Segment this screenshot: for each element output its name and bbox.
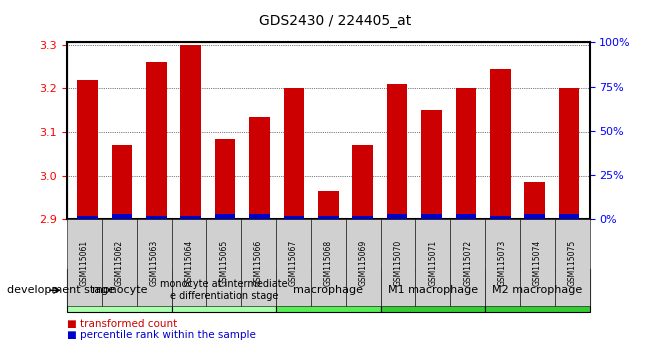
- Bar: [421, 110, 442, 219]
- Text: GSM115073: GSM115073: [498, 240, 507, 286]
- Bar: [387, 214, 407, 219]
- Text: GSM115066: GSM115066: [254, 240, 263, 286]
- Text: M2 macrophage: M2 macrophage: [492, 285, 582, 295]
- Bar: [77, 80, 98, 219]
- Bar: [215, 214, 235, 219]
- Bar: [456, 214, 476, 219]
- Text: M1 macrophage: M1 macrophage: [388, 285, 478, 295]
- Bar: [524, 214, 545, 219]
- Bar: [421, 214, 442, 219]
- Bar: [146, 216, 167, 219]
- Bar: [146, 62, 167, 219]
- Text: GSM115062: GSM115062: [115, 240, 124, 286]
- Bar: [112, 145, 132, 219]
- Bar: [180, 45, 201, 219]
- Text: GSM115070: GSM115070: [393, 240, 403, 286]
- Bar: [387, 84, 407, 219]
- Bar: [524, 182, 545, 219]
- Bar: [490, 69, 511, 219]
- Text: GSM115071: GSM115071: [428, 240, 438, 286]
- Bar: [215, 139, 235, 219]
- Text: ■ percentile rank within the sample: ■ percentile rank within the sample: [67, 330, 256, 339]
- Text: GSM115063: GSM115063: [149, 240, 159, 286]
- Text: monocyte at intermediate
e differentiation stage: monocyte at intermediate e differentiati…: [160, 279, 287, 301]
- Text: development stage: development stage: [7, 285, 115, 295]
- Bar: [249, 214, 270, 219]
- Text: ■ transformed count: ■ transformed count: [67, 319, 178, 329]
- Text: GSM115074: GSM115074: [533, 240, 542, 286]
- Text: GDS2430 / 224405_at: GDS2430 / 224405_at: [259, 14, 411, 28]
- Text: GSM115067: GSM115067: [289, 240, 298, 286]
- Bar: [318, 216, 338, 219]
- Text: GSM115061: GSM115061: [80, 240, 89, 286]
- Bar: [77, 216, 98, 219]
- Bar: [318, 191, 338, 219]
- Bar: [559, 88, 580, 219]
- Bar: [352, 216, 373, 219]
- Bar: [490, 216, 511, 219]
- Text: GSM115065: GSM115065: [219, 240, 228, 286]
- Bar: [112, 214, 132, 219]
- Text: GSM115064: GSM115064: [184, 240, 194, 286]
- Text: monocyte: monocyte: [92, 285, 147, 295]
- Bar: [283, 216, 304, 219]
- Bar: [352, 145, 373, 219]
- Bar: [249, 117, 270, 219]
- Text: GSM115072: GSM115072: [463, 240, 472, 286]
- Text: macrophage: macrophage: [293, 285, 363, 295]
- Bar: [283, 88, 304, 219]
- Bar: [456, 88, 476, 219]
- Bar: [180, 216, 201, 219]
- Text: GSM115069: GSM115069: [358, 240, 368, 286]
- Text: GSM115068: GSM115068: [324, 240, 333, 286]
- Bar: [559, 214, 580, 219]
- Text: GSM115075: GSM115075: [567, 240, 577, 286]
